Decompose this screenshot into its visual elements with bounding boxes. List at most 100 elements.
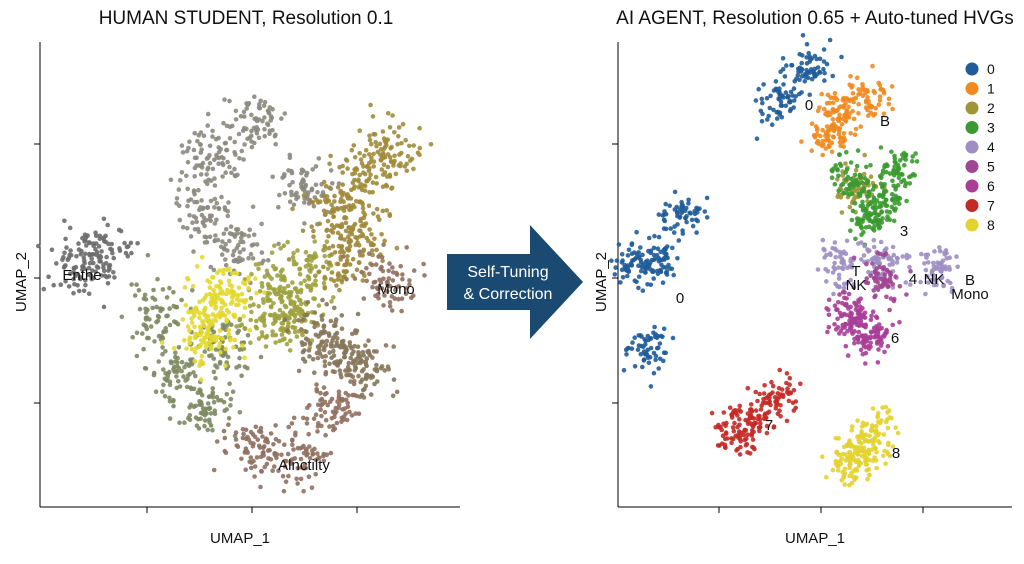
scatter-point (228, 224, 234, 229)
scatter-point (282, 191, 288, 196)
scatter-point (270, 174, 276, 180)
scatter-point (885, 442, 891, 448)
scatter-point (852, 477, 857, 482)
scatter-point (307, 354, 312, 359)
scatter-point (71, 270, 76, 275)
scatter-point (328, 153, 333, 159)
scatter-point (322, 193, 327, 199)
scatter-point (276, 241, 281, 247)
scatter-point (315, 451, 320, 456)
scatter-point (280, 473, 286, 479)
scatter-point (41, 286, 47, 292)
scatter-point (256, 135, 262, 141)
scatter-point (890, 444, 896, 449)
scatter-point (320, 297, 325, 303)
scatter-point (223, 257, 228, 262)
scatter-point (208, 218, 213, 223)
scatter-point (337, 287, 342, 293)
scatter-point (236, 328, 241, 334)
scatter-point (783, 90, 789, 95)
scatter-point (715, 443, 721, 448)
scatter-point (355, 311, 361, 317)
scatter-point (221, 271, 226, 277)
scatter-point (864, 180, 870, 186)
scatter-point (223, 242, 228, 247)
scatter-point (382, 368, 388, 373)
scatter-point (881, 278, 886, 284)
scatter-point (323, 417, 329, 423)
scatter-point (654, 253, 660, 258)
scatter-point (925, 274, 930, 279)
scatter-point (900, 254, 905, 259)
scatter-point (937, 262, 942, 267)
scatter-point (350, 392, 356, 398)
scatter-point (862, 315, 868, 320)
scatter-point (629, 241, 635, 246)
scatter-point (369, 262, 375, 268)
scatter-point (843, 161, 848, 166)
scatter-point (163, 349, 168, 354)
scatter-point (756, 86, 761, 92)
scatter-point (106, 274, 112, 279)
scatter-point (376, 296, 381, 301)
scatter-point (301, 488, 306, 494)
scatter-point (211, 288, 216, 293)
scatter-point (853, 168, 859, 173)
scatter-point (884, 449, 890, 455)
scatter-point (199, 198, 204, 203)
scatter-point (367, 227, 372, 232)
scatter-point (296, 318, 302, 323)
scatter-point (884, 203, 890, 208)
scatter-point (370, 189, 376, 195)
scatter-point (348, 196, 354, 201)
scatter-point (358, 216, 364, 222)
scatter-point (636, 343, 642, 348)
scatter-point (872, 275, 878, 281)
scatter-point (185, 186, 190, 192)
scatter-point (791, 98, 797, 103)
scatter-point (332, 250, 338, 255)
scatter-point (198, 332, 203, 338)
scatter-point (341, 417, 346, 422)
scatter-point (850, 90, 856, 96)
scatter-point (660, 280, 666, 286)
scatter-point (264, 437, 270, 443)
scatter-point (291, 309, 296, 314)
scatter-point (210, 390, 216, 395)
scatter-point (875, 271, 881, 276)
scatter-point (249, 243, 255, 248)
scatter-point (865, 194, 870, 200)
scatter-point (275, 315, 281, 321)
scatter-point (879, 209, 884, 214)
scatter-point (833, 163, 838, 168)
scatter-point (359, 187, 365, 193)
scatter-point (902, 162, 907, 168)
scatter-point (295, 289, 300, 294)
scatter-point (313, 282, 319, 288)
scatter-point (329, 222, 335, 228)
scatter-point (341, 190, 346, 196)
scatter-point (311, 296, 316, 301)
scatter-point (397, 152, 402, 157)
scatter-point (326, 333, 332, 339)
scatter-point (735, 446, 740, 452)
scatter-point (247, 327, 253, 333)
scatter-point (844, 167, 850, 172)
scatter-point (192, 324, 197, 330)
scatter-point (65, 257, 71, 263)
scatter-point (638, 245, 643, 250)
scatter-point (780, 392, 786, 398)
scatter-point (686, 201, 691, 206)
scatter-point (353, 167, 358, 172)
scatter-point (360, 231, 365, 237)
scatter-point (408, 158, 413, 163)
scatter-point (842, 290, 847, 295)
scatter-point (260, 434, 265, 439)
scatter-point (196, 133, 201, 138)
scatter-point (761, 416, 767, 422)
scatter-point (924, 255, 929, 260)
scatter-point (112, 275, 117, 280)
scatter-point (382, 293, 387, 298)
scatter-point (648, 336, 654, 341)
